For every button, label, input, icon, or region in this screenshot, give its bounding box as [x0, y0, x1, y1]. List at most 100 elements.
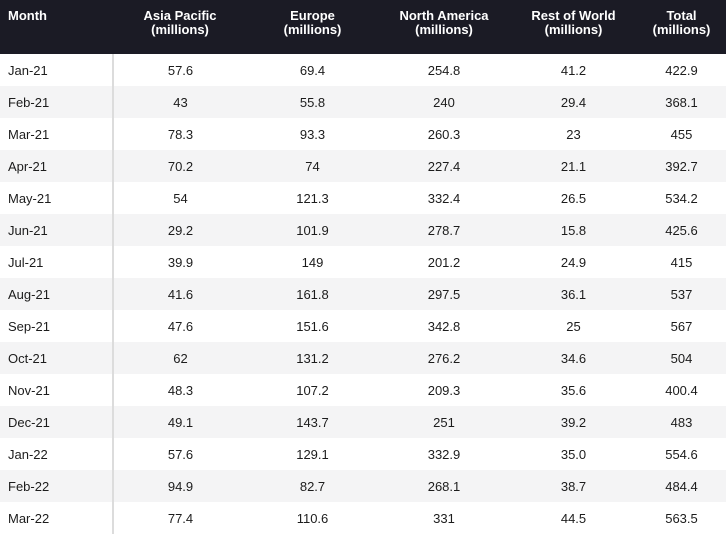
value-cell: 47.6 [167, 318, 194, 334]
month-cell: Apr-21 [0, 150, 114, 182]
table-row: Jan-21 57.6 69.4 254.8 41.2 422.9 [0, 54, 726, 86]
table-body: Jan-21 57.6 69.4 254.8 41.2 422.9 Feb-21 43 55.8… [0, 54, 726, 534]
column-header-line: (millions) [544, 22, 603, 37]
value-cell: 484.4 [637, 470, 726, 502]
value-cell: 563.5 [665, 510, 698, 526]
column-header-line: (millions) [283, 22, 342, 37]
value-cell: 94.9 [113, 470, 247, 502]
table-row: Oct-21 62 131.2 276.2 34.6 504 [0, 342, 726, 374]
value-cell: 251 [378, 406, 510, 438]
column-header-line: Asia Pacific [143, 8, 217, 23]
value-cell: 93.3 [299, 126, 326, 142]
value-cell: 107.2 [296, 382, 329, 398]
value-cell: 41.2 [560, 62, 587, 78]
month-cell: Sep-21 [0, 310, 114, 342]
month-cell: Oct-21 [0, 342, 114, 374]
table-row: Mar-22 77.4 110.6 331 44.5 563.5 [0, 502, 726, 534]
value-cell: 368.1 [637, 86, 726, 118]
table-row: Feb-21 43 55.8 240 29.4 368.1 [0, 86, 726, 118]
column-header-line: North America [399, 8, 489, 23]
value-cell: 29.4 [510, 86, 637, 118]
value-cell: 260.3 [427, 126, 461, 142]
month-cell: Feb-21 [0, 86, 114, 118]
value-cell: 331 [433, 510, 455, 526]
table-row: Dec-21 49.1 143.7 251 39.2 483 [0, 406, 726, 438]
value-cell: 21.1 [510, 150, 637, 182]
value-cell: 554.6 [665, 446, 698, 462]
value-cell: 504 [637, 342, 726, 374]
column-header-line: Rest of World [531, 8, 616, 23]
column-header-line: Europe [290, 8, 335, 23]
column-header: Rest of World (millions) [510, 0, 637, 54]
value-cell: 23 [566, 126, 581, 142]
column-header: Europe (millions) [247, 0, 378, 54]
table-row: Jul-21 39.9 149 201.2 24.9 415 [0, 246, 726, 278]
value-cell: 209.3 [427, 382, 461, 398]
value-cell: 36.1 [510, 278, 637, 310]
value-cell: 537 [637, 278, 726, 310]
value-cell: 49.1 [113, 406, 247, 438]
value-cell: 254.8 [427, 62, 461, 78]
value-cell: 268.1 [378, 470, 510, 502]
month-cell: Nov-21 [0, 374, 114, 406]
table-row: Aug-21 41.6 161.8 297.5 36.1 537 [0, 278, 726, 310]
value-cell: 161.8 [247, 278, 378, 310]
value-cell: 48.3 [167, 382, 194, 398]
value-cell: 400.4 [665, 382, 698, 398]
month-cell: Jul-21 [0, 246, 114, 278]
table-row: May-21 54 121.3 332.4 26.5 534.2 [0, 182, 726, 214]
value-cell: 240 [378, 86, 510, 118]
month-cell: Mar-22 [0, 502, 114, 534]
value-cell: 77.4 [167, 510, 194, 526]
value-cell: 62 [113, 342, 247, 374]
value-cell: 101.9 [247, 214, 378, 246]
value-cell: 149 [301, 254, 324, 270]
table-row: Jun-21 29.2 101.9 278.7 15.8 425.6 [0, 214, 726, 246]
value-cell: 57.6 [167, 446, 194, 462]
column-header: North America (millions) [378, 0, 510, 54]
table-row: Nov-21 48.3 107.2 209.3 35.6 400.4 [0, 374, 726, 406]
column-header-line: Total [666, 8, 697, 23]
value-cell: 29.2 [113, 214, 247, 246]
value-cell: 143.7 [247, 406, 378, 438]
month-cell: Jun-21 [0, 214, 114, 246]
value-cell: 425.6 [637, 214, 726, 246]
value-cell: 131.2 [247, 342, 378, 374]
column-header-line: (millions) [652, 22, 711, 37]
month-cell: May-21 [0, 182, 114, 214]
header-row: Month Asia Pacific (millions) Europe (millio… [0, 0, 726, 54]
value-cell: 483 [637, 406, 726, 438]
value-cell: 35.6 [560, 382, 587, 398]
value-cell: 110.6 [296, 510, 329, 526]
value-cell: 82.7 [247, 470, 378, 502]
value-cell: 455 [670, 126, 693, 142]
value-cell: 227.4 [378, 150, 510, 182]
value-cell: 41.6 [113, 278, 247, 310]
value-cell: 70.2 [113, 150, 247, 182]
value-cell: 15.8 [510, 214, 637, 246]
month-cell: Aug-21 [0, 278, 114, 310]
value-cell: 151.6 [296, 318, 329, 334]
value-cell: 278.7 [378, 214, 510, 246]
column-header-line: Month [8, 8, 47, 23]
value-cell: 342.8 [427, 318, 461, 334]
column-header-line: (millions) [151, 22, 209, 37]
month-cell: Dec-21 [0, 406, 114, 438]
month-cell: Feb-22 [0, 470, 114, 502]
table-row: Apr-21 70.2 74 227.4 21.1 392.7 [0, 150, 726, 182]
table-row: Sep-21 47.6 151.6 342.8 25 567 [0, 310, 726, 342]
value-cell: 24.9 [560, 254, 587, 270]
value-cell: 38.7 [510, 470, 637, 502]
value-cell: 415 [670, 254, 693, 270]
value-cell: 39.2 [510, 406, 637, 438]
value-cell: 567 [670, 318, 693, 334]
value-cell: 54 [173, 190, 188, 206]
value-cell: 74 [247, 150, 378, 182]
column-header: Total (millions) [637, 0, 726, 54]
value-cell: 34.6 [510, 342, 637, 374]
table-row: Feb-22 94.9 82.7 268.1 38.7 484.4 [0, 470, 726, 502]
value-cell: 297.5 [378, 278, 510, 310]
value-cell: 25 [566, 318, 581, 334]
value-cell: 35.0 [560, 446, 587, 462]
value-cell: 44.5 [560, 510, 587, 526]
